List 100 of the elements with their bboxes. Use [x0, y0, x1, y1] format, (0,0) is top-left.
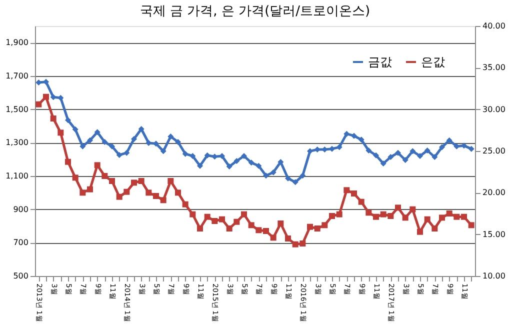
point [80, 143, 86, 150]
y2-tick-label: 15.00 [482, 230, 506, 239]
point [344, 130, 350, 137]
point [58, 130, 64, 136]
point [468, 146, 474, 152]
point [256, 162, 262, 169]
point [322, 222, 328, 228]
point [102, 173, 108, 179]
y-tick-label: 1,700 [6, 72, 28, 80]
point [380, 211, 386, 218]
point [72, 174, 78, 181]
point [366, 210, 372, 216]
point [300, 172, 306, 179]
point [197, 162, 203, 169]
point [410, 206, 416, 212]
point [102, 139, 108, 145]
point [50, 116, 56, 122]
y2-tick-label: 25.00 [482, 146, 506, 156]
point [307, 224, 313, 230]
point [344, 187, 350, 194]
point [138, 126, 144, 132]
point [131, 136, 137, 142]
point [197, 226, 203, 232]
y2-tick-label: 40.00 [482, 22, 506, 30]
point [439, 144, 445, 150]
point [417, 153, 423, 159]
y-tick-label: 1,100 [6, 172, 28, 180]
point [373, 152, 379, 158]
point [160, 148, 166, 154]
y-tick-label: 1,900 [6, 38, 28, 48]
point [285, 175, 291, 182]
point [417, 228, 423, 235]
point [285, 236, 291, 242]
point [307, 148, 313, 154]
y-tick-label: 500 [13, 272, 28, 280]
point [402, 214, 408, 221]
point [43, 94, 49, 100]
point [424, 216, 430, 222]
point [263, 172, 269, 179]
point [153, 193, 159, 199]
point [160, 197, 166, 204]
point [65, 158, 71, 165]
point [241, 153, 247, 159]
y2-tick-label: 35.00 [482, 63, 506, 72]
point [248, 160, 254, 166]
point [395, 150, 401, 156]
point [388, 213, 394, 219]
point [432, 226, 438, 232]
point [212, 218, 218, 224]
point [278, 220, 284, 226]
point [424, 148, 430, 154]
point [395, 204, 401, 211]
point [109, 143, 115, 150]
point [168, 134, 174, 140]
point [358, 136, 364, 143]
point [87, 137, 93, 144]
point [116, 152, 122, 158]
point [109, 178, 115, 184]
point [446, 210, 452, 216]
point [314, 226, 320, 232]
point [175, 139, 181, 145]
point [219, 216, 225, 222]
point [182, 201, 188, 208]
point [226, 164, 232, 170]
point [94, 129, 100, 136]
point [256, 227, 262, 234]
point [204, 214, 210, 220]
point [190, 211, 196, 218]
point [292, 179, 298, 186]
point [182, 150, 188, 157]
point [366, 148, 372, 154]
point [124, 150, 130, 156]
point [439, 214, 445, 221]
chart-title: 국제 금 가격, 은 가격(달러/트로이온스) [140, 4, 370, 19]
point [87, 186, 93, 192]
legend-label: 금값 [368, 55, 392, 69]
point [36, 101, 42, 108]
point [65, 117, 71, 124]
point [329, 213, 335, 219]
point [94, 162, 100, 168]
point [124, 188, 130, 195]
point [116, 194, 122, 200]
point [146, 190, 152, 196]
y2-tick-label: 20.00 [482, 188, 506, 198]
point [278, 159, 284, 165]
point [168, 178, 174, 184]
point [432, 154, 438, 160]
legend-label: 은값 [421, 55, 445, 69]
point [402, 157, 408, 163]
point [72, 126, 78, 132]
y-tick-label: 900 [13, 204, 28, 214]
point [446, 137, 452, 144]
point [248, 222, 254, 228]
point [80, 190, 86, 196]
point [138, 178, 144, 184]
point [461, 142, 467, 149]
y-tick-label: 1,500 [6, 104, 28, 114]
point [454, 214, 460, 220]
point [234, 218, 240, 225]
y2-tick-label: 10.00 [482, 272, 506, 280]
